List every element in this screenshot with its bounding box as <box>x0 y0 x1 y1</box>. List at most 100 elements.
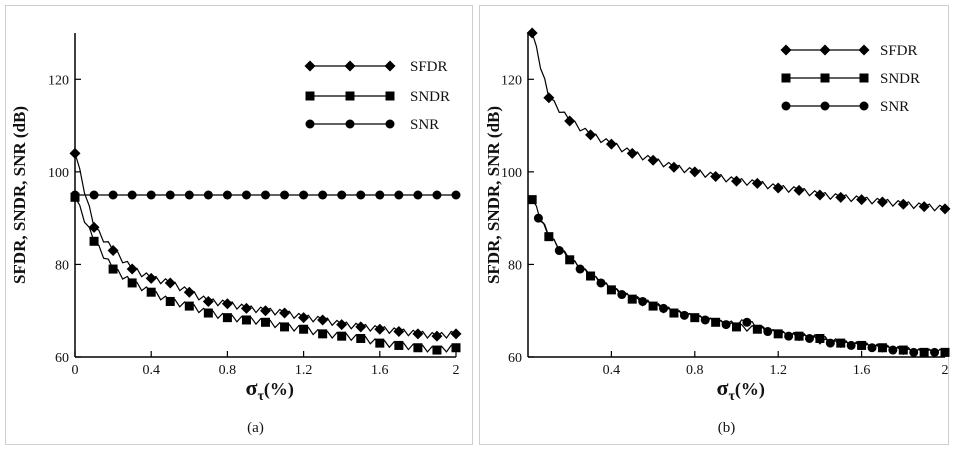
panel-a-ytick-label: 100 <box>48 166 69 181</box>
panel-a-ytick-label: 120 <box>48 73 69 88</box>
panel-b-legend-label-sndr: SNDR <box>880 71 920 87</box>
panel-b-series-snr-point <box>888 345 898 355</box>
panel-b-xtick-label: 1.2 <box>769 363 787 378</box>
panel-a-xtick-label: 1.2 <box>295 363 313 378</box>
panel-a-xtick-label: 0.8 <box>219 363 237 378</box>
panel-a-series-sfdr-point <box>240 302 252 314</box>
panel-b-series-sfdr-point <box>939 203 951 215</box>
panel-a-caption: (a) <box>247 420 264 436</box>
panel-b-series-sfdr-point <box>856 194 868 206</box>
panel-a-series-sndr-point <box>280 322 290 332</box>
panel-b-legend-marker-sndr <box>820 73 830 83</box>
panel-a-legend-marker-snr <box>345 119 355 129</box>
panel-b-series-sndr-point <box>648 301 658 311</box>
panel-b-legend-marker-sfdr <box>858 44 870 56</box>
panel-b-series-sfdr-point <box>626 147 638 159</box>
panel-b-series-sfdr-point <box>876 196 888 208</box>
panel-b-xtick-label: 2 <box>942 363 949 378</box>
panel-b-series-snr-point <box>596 278 606 288</box>
panel-a-y-axis-label: SFDR, SNDR, SNR (dB) <box>10 106 29 284</box>
panel-a-legend-marker-sfdr <box>304 60 316 72</box>
panel-a-xtick-label: 2 <box>453 363 460 378</box>
panel-b-series-sndr-point <box>669 308 679 318</box>
panel-a-frame <box>5 5 473 445</box>
panel-b-series-sndr-point <box>690 313 700 323</box>
panel-a-series-snr-point <box>89 190 99 200</box>
panel-b-series-sndr-point <box>919 347 929 357</box>
panel-b-series-sndr-point <box>940 347 950 357</box>
panel-a-series-sndr-point <box>413 343 423 353</box>
panel-a-series-sfdr-point <box>317 314 329 326</box>
panel-a-ytick-label: 80 <box>55 258 69 273</box>
panel-a-legend-marker-snr <box>385 119 395 129</box>
panel-a-series-snr-point <box>432 190 442 200</box>
panel-b-xtick-label: 1.6 <box>853 363 871 378</box>
panel-b-series-sfdr-point <box>814 189 826 201</box>
panel-a-legend-label-sndr: SNDR <box>410 89 450 105</box>
panel-a-series-sfdr-point <box>279 307 291 319</box>
panel-b-series-sfdr-point <box>772 182 784 194</box>
panel-a-series-sndr-point <box>318 329 328 339</box>
panel-b-series-sndr-point <box>586 271 596 281</box>
panel-b-series-sfdr-point <box>835 191 847 203</box>
panel-a-series-sfdr-point <box>126 263 138 275</box>
panel-a-series-sndr-point <box>203 308 213 318</box>
panel-b-series-sndr-point <box>815 333 825 343</box>
panel-b-x-axis-label: στ(%) <box>717 375 765 404</box>
panel-b-series-sfdr-point <box>564 115 576 127</box>
panel-a-series-sfdr-point <box>88 221 100 233</box>
panel-b-series-sndr-point <box>606 285 616 295</box>
panel-a-legend-marker-sndr <box>345 91 355 101</box>
panel-b-series-sndr-point <box>794 331 804 341</box>
panel-a-x-axis-label: στ(%) <box>246 375 294 404</box>
panel-a-series-snr-point <box>356 190 366 200</box>
panel-a-series-snr-point <box>280 190 290 200</box>
panel-a-series-sndr-point <box>222 313 232 323</box>
panel-a-series-sfdr-point <box>393 326 405 338</box>
panel-b-series-sfdr-point <box>710 170 722 182</box>
panel-b-y-axis-label: SFDR, SNDR, SNR (dB) <box>484 106 503 284</box>
panel-a-series-snr-point <box>127 190 137 200</box>
panel-a-series-sfdr-point <box>107 245 119 257</box>
panel-b-series-snr-point <box>930 347 940 357</box>
panel-b-series-sfdr-point <box>605 138 617 150</box>
panel-a-legend-marker-sfdr <box>384 60 396 72</box>
panel-b-xtick-label: 0.4 <box>603 363 621 378</box>
panel-b-series-sfdr-point <box>751 177 763 189</box>
panel-a-series-snr-point <box>165 190 175 200</box>
panel-a-series-sndr-point <box>394 340 404 350</box>
panel-a-series-sfdr-point <box>336 319 348 331</box>
panel-b-ytick-label: 60 <box>508 351 522 366</box>
panel-a-legend-marker-sfdr <box>344 60 356 72</box>
panel-b-series-sfdr-point <box>731 175 742 187</box>
panel-a-series-snr-point <box>261 190 270 200</box>
panel-b-series-snr-line <box>538 217 935 357</box>
panel-b-series-sndr-point <box>773 329 783 339</box>
panel-a-series-sndr-point <box>241 315 251 325</box>
panel-b-series-snr-point <box>617 290 627 300</box>
panel-b-series-sndr-point <box>711 317 721 327</box>
panel-a-legend-marker-sndr <box>385 91 395 101</box>
panel-b-series-sfdr-point <box>585 129 597 141</box>
panel-b-series-sndr-point <box>877 343 887 353</box>
panel-a-xtick-label: 0.4 <box>142 363 160 378</box>
panel-b-legend-label-snr: SNR <box>880 99 909 115</box>
panel-b-series-sfdr-point <box>918 201 930 213</box>
panel-a-xtick-label: 1.6 <box>371 363 389 378</box>
panel-b-series-sfdr-point <box>897 198 909 210</box>
panel-b-ytick-label: 100 <box>501 166 522 181</box>
panel-a-series-sfdr-point <box>450 328 462 340</box>
panel-a-series-sndr-point <box>184 301 194 311</box>
panel-b-series-snr-point <box>867 343 877 353</box>
panel-b-legend-marker-sndr <box>781 73 791 83</box>
panel-a-series-snr-point <box>146 190 156 200</box>
panel-b-xtick-label: 0.8 <box>686 363 704 378</box>
panel-a-series-snr-point <box>241 190 251 200</box>
panel-a-series-snr-point <box>108 190 118 200</box>
panel-a-series-snr-point <box>318 190 328 200</box>
panel-a-series-sfdr-point <box>164 277 176 289</box>
panel-a-series-sndr-point <box>356 333 366 343</box>
panel-b-series-sndr-point <box>836 338 846 348</box>
panel-b-legend-marker-sndr <box>859 73 869 83</box>
